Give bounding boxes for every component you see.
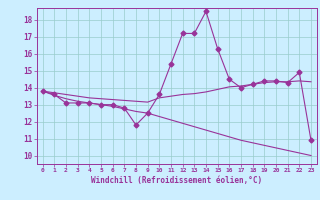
- X-axis label: Windchill (Refroidissement éolien,°C): Windchill (Refroidissement éolien,°C): [91, 176, 262, 185]
